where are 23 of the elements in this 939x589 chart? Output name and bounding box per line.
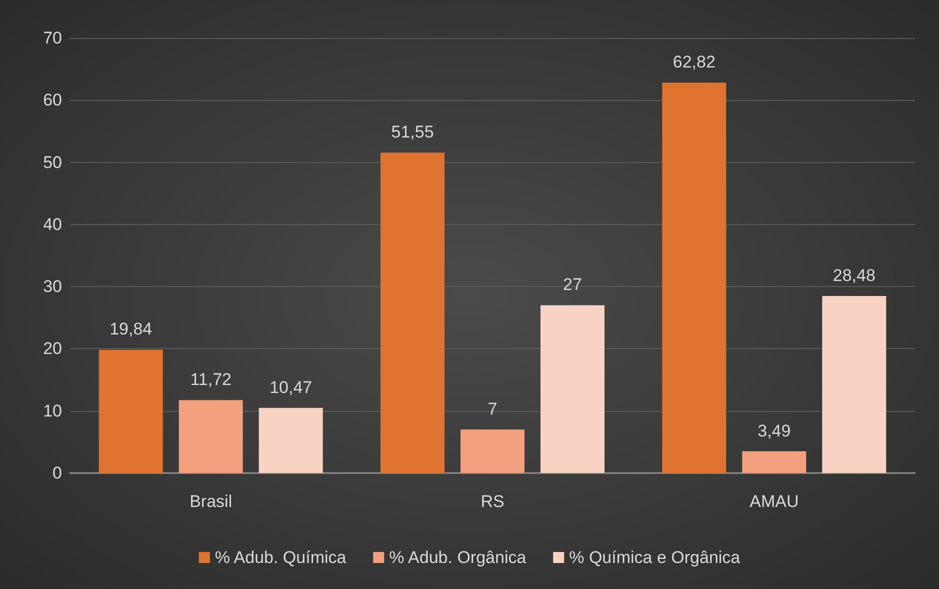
x-tick-label: AMAU [750, 492, 799, 511]
y-tick-label: 20 [43, 339, 62, 358]
y-tick-label: 50 [43, 152, 62, 172]
data-label: 11,72 [190, 370, 232, 390]
data-label: 62,82 [672, 52, 716, 72]
y-tick-label: 30 [43, 277, 62, 296]
x-tick-label: RS [480, 492, 504, 511]
y-tick-label: 10 [43, 401, 62, 420]
legend-label: % Adub. Química [214, 548, 347, 567]
legend-label: % Química e Orgânica [569, 548, 741, 567]
data-label: 51,55 [391, 122, 434, 142]
data-label: 28,48 [832, 266, 876, 286]
data-label: 3,49 [758, 421, 791, 440]
x-tick-label: Brasil [190, 492, 232, 511]
data-label: 19,84 [110, 320, 152, 339]
y-tick-label: 40 [43, 214, 62, 234]
y-tick-label: 60 [43, 90, 62, 110]
data-label: 7 [488, 400, 498, 418]
data-label: 10,47 [270, 378, 312, 397]
legend-label: % Adub. Orgânica [389, 548, 527, 567]
data-label: 27 [563, 275, 582, 294]
y-tick-label: 0 [52, 464, 62, 482]
y-tick-label: 70 [43, 28, 62, 48]
